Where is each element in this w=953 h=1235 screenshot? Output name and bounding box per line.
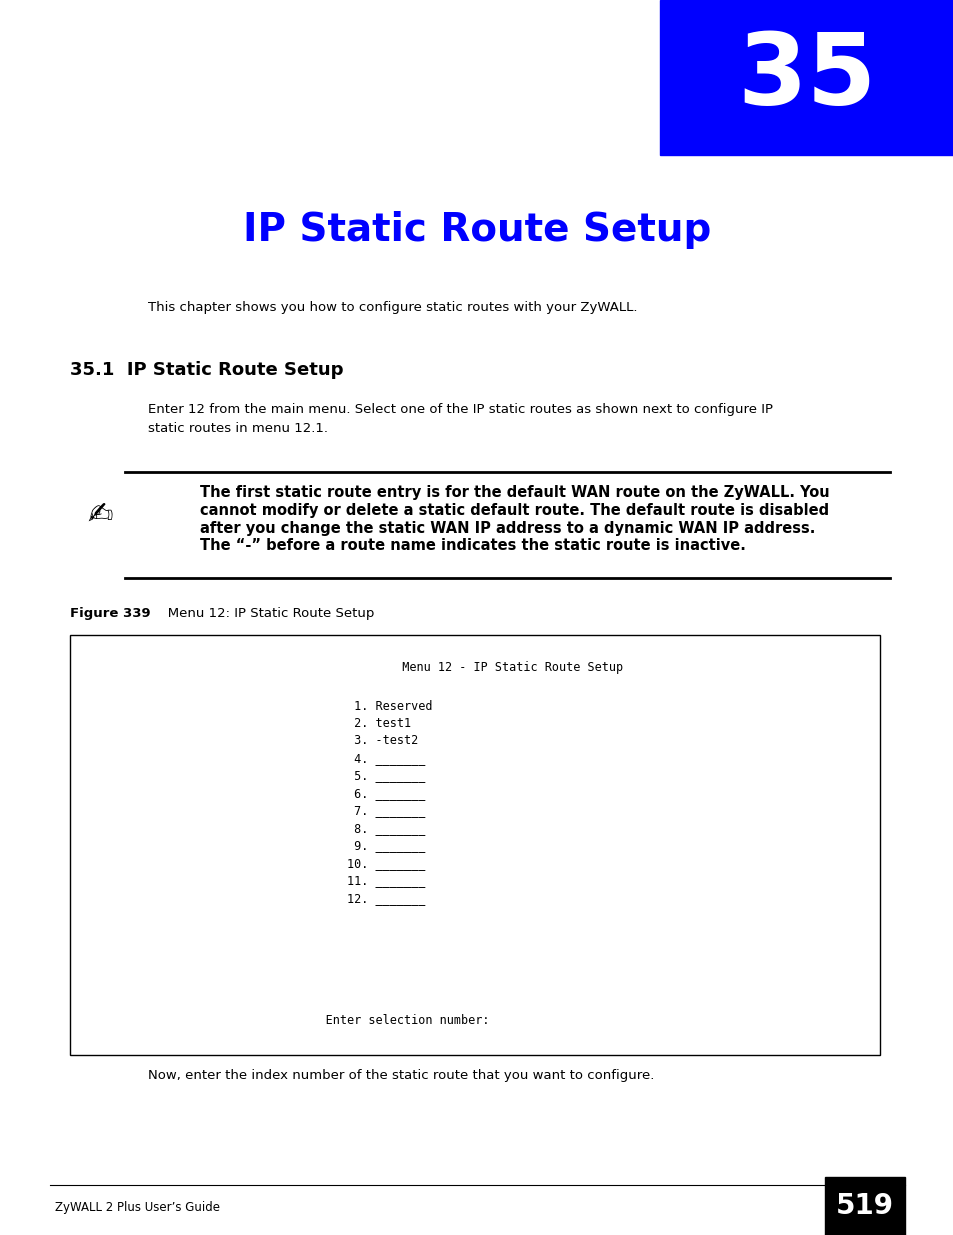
Text: 4. _______: 4. _______: [290, 752, 425, 764]
Text: 6. _______: 6. _______: [290, 787, 425, 800]
Text: 3. -test2: 3. -test2: [290, 735, 417, 747]
Text: Menu 12: IP Static Route Setup: Menu 12: IP Static Route Setup: [154, 606, 374, 620]
Text: 2. test1: 2. test1: [290, 718, 411, 730]
Text: 11. _______: 11. _______: [290, 874, 425, 888]
FancyBboxPatch shape: [659, 0, 953, 156]
Text: Enter 12 from the main menu. Select one of the IP static routes as shown next to: Enter 12 from the main menu. Select one …: [148, 404, 772, 416]
Text: IP Static Route Setup: IP Static Route Setup: [243, 211, 710, 249]
Text: static routes in menu 12.1.: static routes in menu 12.1.: [148, 421, 328, 435]
Text: ZyWALL 2 Plus User’s Guide: ZyWALL 2 Plus User’s Guide: [55, 1200, 220, 1214]
Text: 35: 35: [737, 28, 876, 126]
Text: This chapter shows you how to configure static routes with your ZyWALL.: This chapter shows you how to configure …: [148, 301, 637, 315]
Text: 8. _______: 8. _______: [290, 823, 425, 835]
FancyBboxPatch shape: [70, 635, 879, 1055]
Text: Now, enter the index number of the static route that you want to configure.: Now, enter the index number of the stati…: [148, 1068, 654, 1082]
Text: 519: 519: [835, 1192, 893, 1220]
Text: 10. _______: 10. _______: [290, 857, 425, 869]
Text: 7. _______: 7. _______: [290, 804, 425, 818]
Text: ✍: ✍: [87, 500, 112, 530]
Text: Menu 12 - IP Static Route Setup: Menu 12 - IP Static Route Setup: [331, 662, 622, 674]
Text: Figure 339: Figure 339: [70, 606, 151, 620]
Text: The “-” before a route name indicates the static route is inactive.: The “-” before a route name indicates th…: [200, 538, 745, 553]
Text: 9. _______: 9. _______: [290, 840, 425, 852]
Text: 12. _______: 12. _______: [290, 892, 425, 905]
Text: Enter selection number:: Enter selection number:: [290, 1014, 489, 1026]
Text: 35.1  IP Static Route Setup: 35.1 IP Static Route Setup: [70, 361, 343, 379]
FancyBboxPatch shape: [824, 1177, 904, 1235]
Text: The first static route entry is for the default WAN route on the ZyWALL. You: The first static route entry is for the …: [200, 484, 829, 499]
Text: cannot modify or delete a static default route. The default route is disabled: cannot modify or delete a static default…: [200, 503, 828, 517]
Text: after you change the static WAN IP address to a dynamic WAN IP address.: after you change the static WAN IP addre…: [200, 520, 815, 536]
Text: 5. _______: 5. _______: [290, 769, 425, 783]
Text: 1. Reserved: 1. Reserved: [290, 699, 432, 713]
